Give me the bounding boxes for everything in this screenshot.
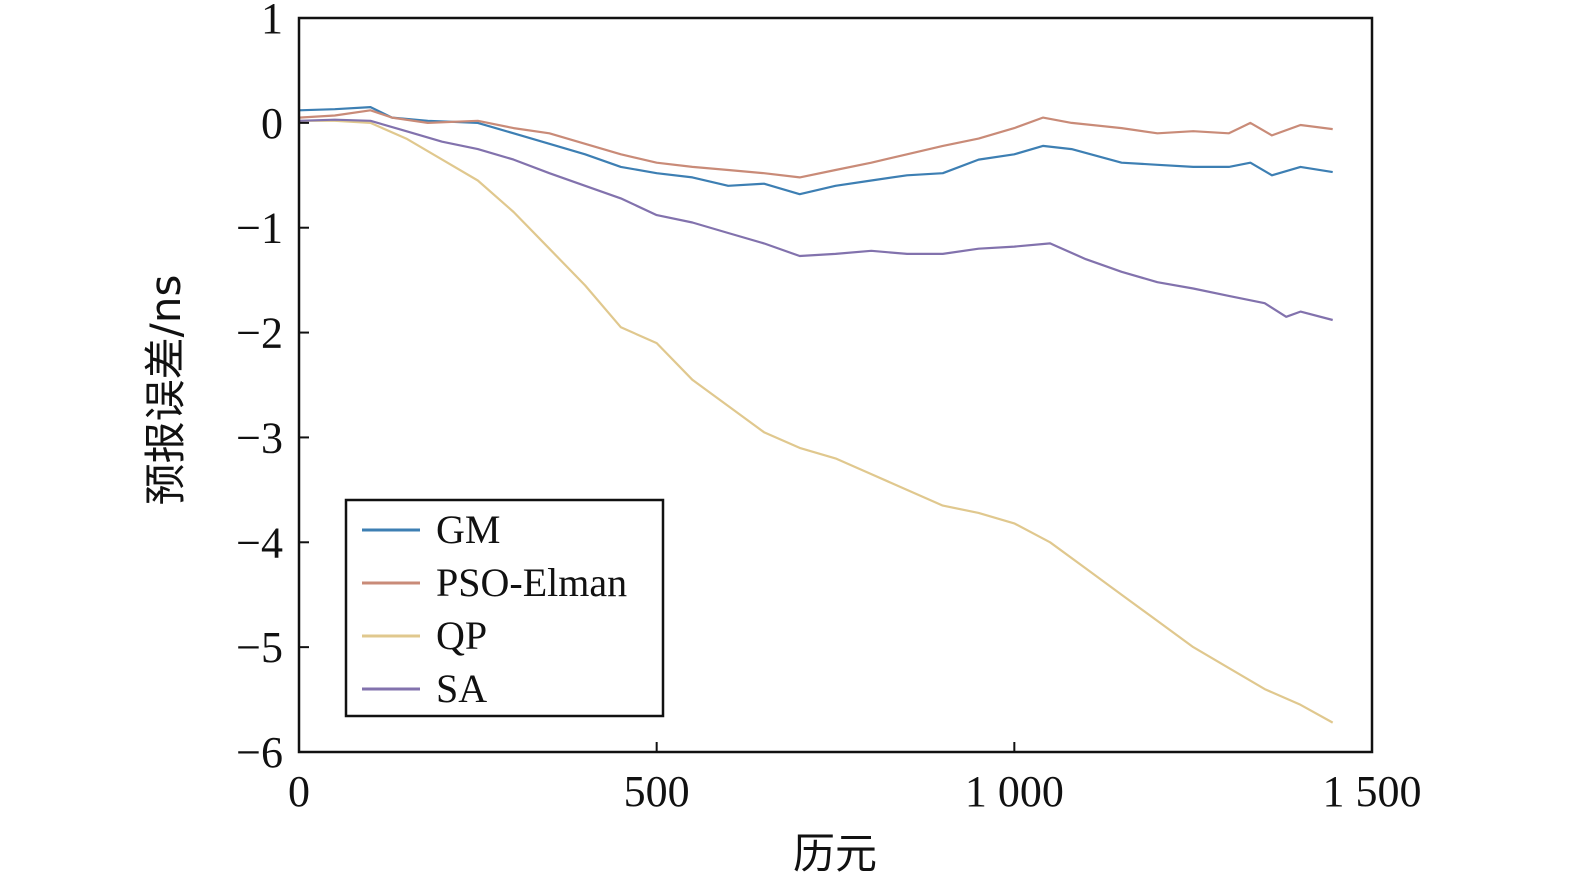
y-axis-title: 预报误差/ns [141,275,190,506]
y-tick-label: −1 [236,204,283,253]
x-axis-title: 历元 [793,829,877,878]
series-layer [298,105,1334,724]
legend-box [344,498,665,718]
x-tick-label: 0 [288,767,310,816]
y-tick-label: −5 [236,623,283,672]
legend-label: QP [436,613,487,658]
y-axis: 1 0 −1 −2 −3 −4 −5 −6 [236,0,309,777]
legend-label: SA [436,666,487,711]
series-line-qp [299,119,1334,724]
legend-label: PSO-Elman [436,560,627,605]
x-tick-label: 500 [624,767,690,816]
x-tick-label: 1 500 [1323,767,1422,816]
y-tick-label: −4 [236,518,283,567]
plot-area-frame [297,16,1374,754]
series-line-gm [298,105,1333,196]
y-tick-label: 0 [261,99,283,148]
x-axis: 0 500 1 000 1 500 [288,742,1422,816]
y-tick-label: 1 [261,0,283,43]
y-tick-label: −2 [236,309,283,358]
legend-label: GM [436,507,500,552]
x-tick-label: 1 000 [965,767,1064,816]
series-line-pso-elman [298,109,1333,179]
series-line-sa [298,118,1333,322]
y-tick-label: −3 [236,413,283,462]
y-tick-label: −6 [236,728,283,777]
legend: GM PSO-Elman QP SA [344,498,665,718]
